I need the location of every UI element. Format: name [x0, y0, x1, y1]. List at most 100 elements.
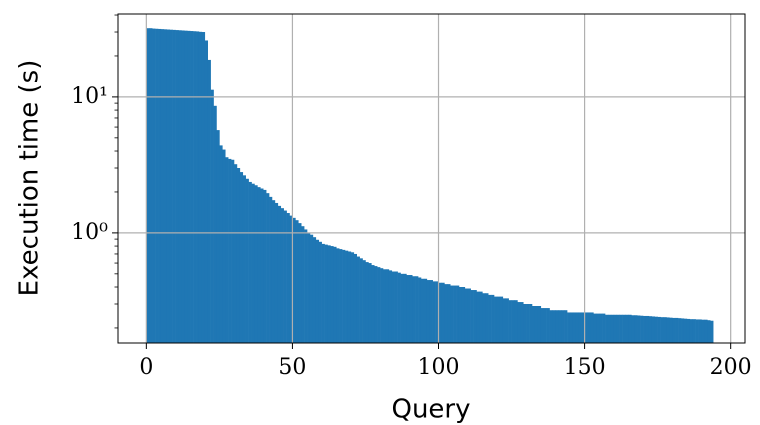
bar [222, 149, 226, 343]
bar [184, 30, 188, 344]
bar [689, 319, 694, 343]
bar [584, 312, 588, 343]
bar [347, 251, 352, 343]
bar [394, 271, 398, 343]
bar [382, 269, 387, 343]
bar [260, 188, 264, 343]
bar [467, 288, 471, 343]
bar [155, 28, 159, 344]
x-tick-label: 200 [710, 355, 752, 380]
bar [663, 317, 667, 343]
bar [558, 310, 562, 343]
bar [526, 303, 530, 343]
bar [201, 32, 206, 344]
bar [219, 145, 223, 343]
bar [152, 28, 156, 343]
bar [196, 31, 200, 343]
bar [505, 298, 509, 343]
bar [561, 310, 565, 343]
bar [187, 30, 191, 344]
bar [233, 164, 238, 343]
bar [447, 284, 451, 343]
bar [342, 249, 346, 343]
bar [607, 314, 612, 343]
bar [312, 237, 317, 343]
bar [529, 303, 533, 343]
bar [403, 273, 407, 343]
bar [149, 28, 153, 344]
bar [236, 168, 241, 343]
bar [254, 185, 258, 343]
bar [470, 290, 474, 343]
bar [581, 312, 585, 343]
bar [578, 312, 582, 343]
bar [301, 226, 305, 343]
bar [286, 213, 290, 343]
bar [616, 314, 620, 343]
bar [496, 296, 501, 343]
x-tick-label: 100 [418, 355, 460, 380]
x-tick-label: 50 [278, 355, 306, 380]
bar [298, 223, 302, 343]
bar [450, 285, 454, 343]
bar [292, 217, 296, 343]
bar [681, 318, 685, 343]
bar [409, 275, 413, 343]
bar [435, 281, 439, 343]
bar [204, 40, 208, 343]
bar [485, 293, 489, 343]
bar [523, 303, 527, 343]
bar [701, 319, 705, 343]
bar [289, 215, 293, 343]
bar [280, 208, 284, 343]
bar [622, 314, 626, 343]
bar [590, 312, 594, 343]
bar [511, 300, 515, 343]
bar [166, 29, 171, 343]
bar [692, 319, 696, 343]
bar [353, 253, 358, 343]
bar [514, 300, 518, 343]
bar [654, 316, 658, 343]
bar [391, 271, 395, 343]
bar [190, 31, 194, 344]
bar [263, 189, 267, 343]
bar [432, 281, 436, 343]
bar [269, 196, 273, 343]
bar [163, 29, 168, 343]
bar [464, 288, 469, 343]
bar [482, 293, 486, 343]
bar [210, 89, 214, 343]
bar [628, 314, 632, 343]
bar [704, 319, 708, 343]
bar [637, 315, 641, 343]
bar [423, 278, 428, 343]
bar [643, 315, 647, 343]
x-tick-label: 0 [139, 355, 153, 380]
bar [555, 310, 559, 343]
bar [572, 312, 577, 343]
bar [543, 308, 547, 343]
bar [266, 193, 270, 343]
bar [397, 272, 401, 343]
bar [248, 181, 252, 343]
bar [339, 249, 343, 343]
bar [683, 318, 688, 343]
bar [695, 319, 699, 343]
bar [371, 265, 375, 343]
bar [283, 210, 287, 343]
bar [429, 280, 433, 343]
bar [330, 246, 334, 343]
bar [599, 313, 603, 343]
bar [686, 318, 691, 343]
bar [666, 317, 670, 343]
bar [178, 30, 182, 344]
bar [546, 308, 550, 343]
bar [420, 278, 425, 343]
bar [441, 282, 445, 343]
y-tick-label: 10⁰ [71, 220, 108, 245]
bar [412, 276, 416, 343]
bar [324, 244, 328, 343]
bar [198, 31, 203, 344]
bar [438, 282, 442, 343]
